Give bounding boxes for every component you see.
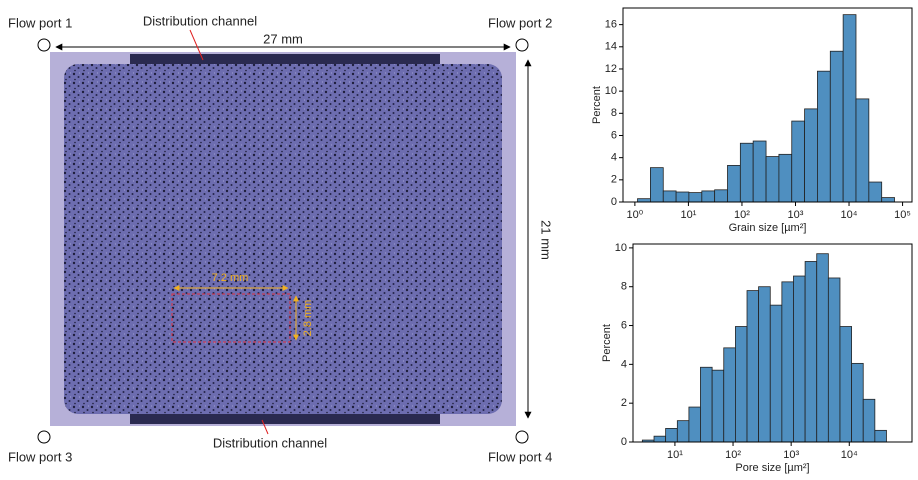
bar [700, 366, 713, 443]
bar [701, 190, 716, 203]
x-tick-label: 10¹ [680, 209, 696, 221]
y-axis-label: Percent [601, 324, 613, 362]
bar [711, 369, 725, 443]
roi-height: 2.8 mm [302, 300, 314, 337]
y-tick-label: 12 [605, 63, 617, 75]
pointer [261, 419, 269, 435]
bar [781, 281, 794, 443]
bar [851, 362, 864, 443]
bar [778, 153, 793, 203]
bar [688, 192, 703, 203]
bar [735, 326, 748, 443]
y-tick-label: 0 [611, 196, 617, 208]
x-tick-label: 10² [725, 449, 741, 461]
y-tick-label: 4 [621, 358, 627, 370]
bar [817, 70, 831, 203]
micromodel-image: 7.2 mm 2.8 mm 27 mm 21 mm Flow port 1 Fl… [8, 13, 554, 464]
bar [665, 428, 678, 443]
bar [727, 165, 741, 203]
bar [839, 326, 853, 443]
y-tick-label: 2 [611, 174, 617, 186]
channel-label: Distribution channel [213, 435, 327, 450]
x-tick-label: 10⁵ [894, 209, 911, 221]
axes-frame [632, 243, 913, 443]
bar [862, 398, 876, 443]
bar [804, 261, 818, 443]
bar [827, 277, 841, 443]
port-label: Flow port 3 [8, 449, 72, 464]
channel-label: Distribution channel [143, 13, 257, 28]
pore-network [64, 64, 502, 414]
x-tick-label: 10¹ [667, 449, 683, 461]
bar [829, 50, 844, 203]
x-axis-label: Pore size [µm²] [735, 462, 809, 474]
bar [791, 120, 805, 203]
y-tick-label: 6 [611, 129, 617, 141]
bar [816, 253, 829, 443]
y-tick-label: 4 [611, 152, 617, 164]
bar [723, 347, 736, 443]
bar [758, 286, 771, 443]
channel [130, 412, 440, 424]
port [37, 430, 51, 444]
bar [868, 181, 883, 203]
bar [662, 190, 677, 203]
axes-frame [622, 7, 913, 203]
y-tick-label: 10 [615, 242, 627, 254]
x-tick-label: 10³ [783, 449, 799, 461]
bar [842, 14, 857, 203]
port [515, 430, 529, 444]
bar [746, 290, 759, 443]
bar [650, 167, 664, 203]
port-label: Flow port 4 [488, 449, 552, 464]
x-tick-label: 10³ [788, 209, 804, 221]
bar [675, 191, 690, 203]
x-tick-label: 10⁰ [627, 209, 644, 221]
y-tick-label: 8 [611, 107, 617, 119]
y-tick-label: 16 [605, 19, 617, 31]
y-tick-label: 8 [621, 281, 627, 293]
roi-width: 7.2 mm [212, 272, 249, 284]
bar [855, 98, 870, 203]
bar [804, 108, 818, 203]
bar [769, 304, 783, 443]
width-label: 27 mm [263, 31, 303, 46]
bar [793, 275, 806, 443]
channel [130, 54, 440, 66]
port-label: Flow port 2 [488, 15, 552, 30]
x-tick-label: 10² [734, 209, 750, 221]
port [37, 38, 51, 52]
bar [739, 142, 754, 203]
y-tick-label: 2 [621, 397, 627, 409]
y-axis-label: Percent [591, 86, 603, 124]
x-axis-label: Grain size [µm²] [729, 222, 807, 234]
bar [653, 435, 667, 443]
y-tick-label: 6 [621, 319, 627, 331]
roi [171, 293, 291, 343]
x-tick-label: 10⁴ [841, 449, 858, 461]
bar [765, 156, 780, 203]
port-label: Flow port 1 [8, 15, 72, 30]
bar [874, 429, 887, 443]
port [515, 38, 529, 52]
bar [752, 140, 767, 203]
bar [714, 189, 728, 203]
bar [676, 420, 690, 443]
y-tick-label: 0 [621, 436, 627, 448]
bar [881, 197, 895, 203]
y-tick-label: 10 [605, 85, 617, 97]
x-tick-label: 10⁴ [841, 209, 858, 221]
height-label: 21 mm [539, 220, 554, 260]
y-tick-label: 14 [605, 41, 617, 53]
pointer [189, 29, 204, 61]
bar [688, 406, 701, 443]
